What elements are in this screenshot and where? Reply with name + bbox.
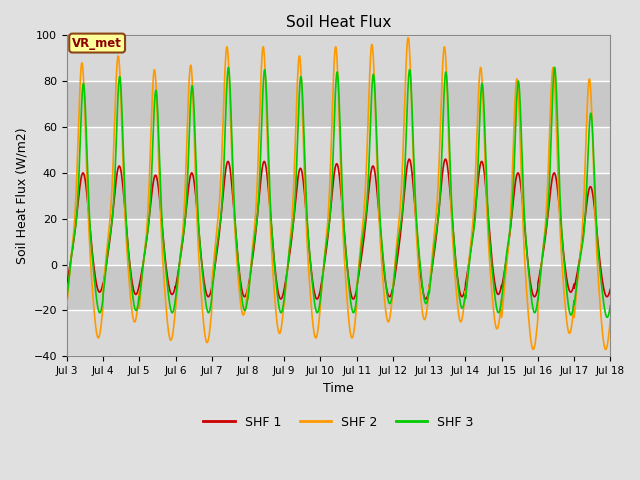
Bar — [67, 219, 611, 264]
Bar — [67, 36, 611, 81]
Title: Soil Heat Flux: Soil Heat Flux — [286, 15, 391, 30]
SHF 1 — [161, 248, 168, 254]
SHF 1 — [492, 283, 499, 289]
Bar — [67, 173, 611, 219]
SHF 1 — [319, 276, 326, 281]
Bar — [67, 81, 611, 127]
X-axis label: Time: Time — [323, 382, 354, 395]
SHF 3 — [225, 64, 232, 70]
SHF 3 — [431, 244, 438, 250]
SHF 2 — [529, 347, 537, 352]
SHF 2 — [404, 35, 412, 40]
SHF 2 — [461, 299, 468, 305]
SHF 3 — [63, 296, 70, 301]
SHF 1 — [431, 249, 438, 254]
Text: VR_met: VR_met — [72, 36, 122, 49]
SHF 1 — [405, 156, 413, 162]
SHF 1 — [461, 288, 468, 294]
Bar — [67, 264, 611, 311]
Bar — [67, 311, 611, 356]
Bar — [67, 127, 611, 173]
SHF 2 — [607, 316, 614, 322]
SHF 3 — [319, 278, 326, 284]
SHF 2 — [63, 302, 70, 308]
SHF 3 — [461, 299, 468, 304]
Line: SHF 3: SHF 3 — [67, 67, 611, 317]
SHF 2 — [492, 321, 499, 326]
Line: SHF 1: SHF 1 — [67, 159, 611, 299]
Line: SHF 2: SHF 2 — [67, 37, 611, 349]
SHF 1 — [63, 280, 70, 286]
Y-axis label: Soil Heat Flux (W/m2): Soil Heat Flux (W/m2) — [15, 128, 28, 264]
SHF 3 — [604, 314, 611, 320]
SHF 3 — [492, 296, 499, 301]
SHF 2 — [318, 281, 326, 287]
SHF 1 — [607, 287, 614, 292]
SHF 3 — [606, 306, 614, 312]
SHF 1 — [606, 288, 614, 294]
Legend: SHF 1, SHF 2, SHF 3: SHF 1, SHF 2, SHF 3 — [198, 411, 479, 434]
SHF 3 — [607, 303, 614, 309]
SHF 3 — [161, 252, 168, 258]
SHF 2 — [161, 283, 168, 288]
SHF 1 — [277, 296, 285, 302]
SHF 2 — [606, 322, 614, 327]
SHF 2 — [431, 233, 438, 239]
